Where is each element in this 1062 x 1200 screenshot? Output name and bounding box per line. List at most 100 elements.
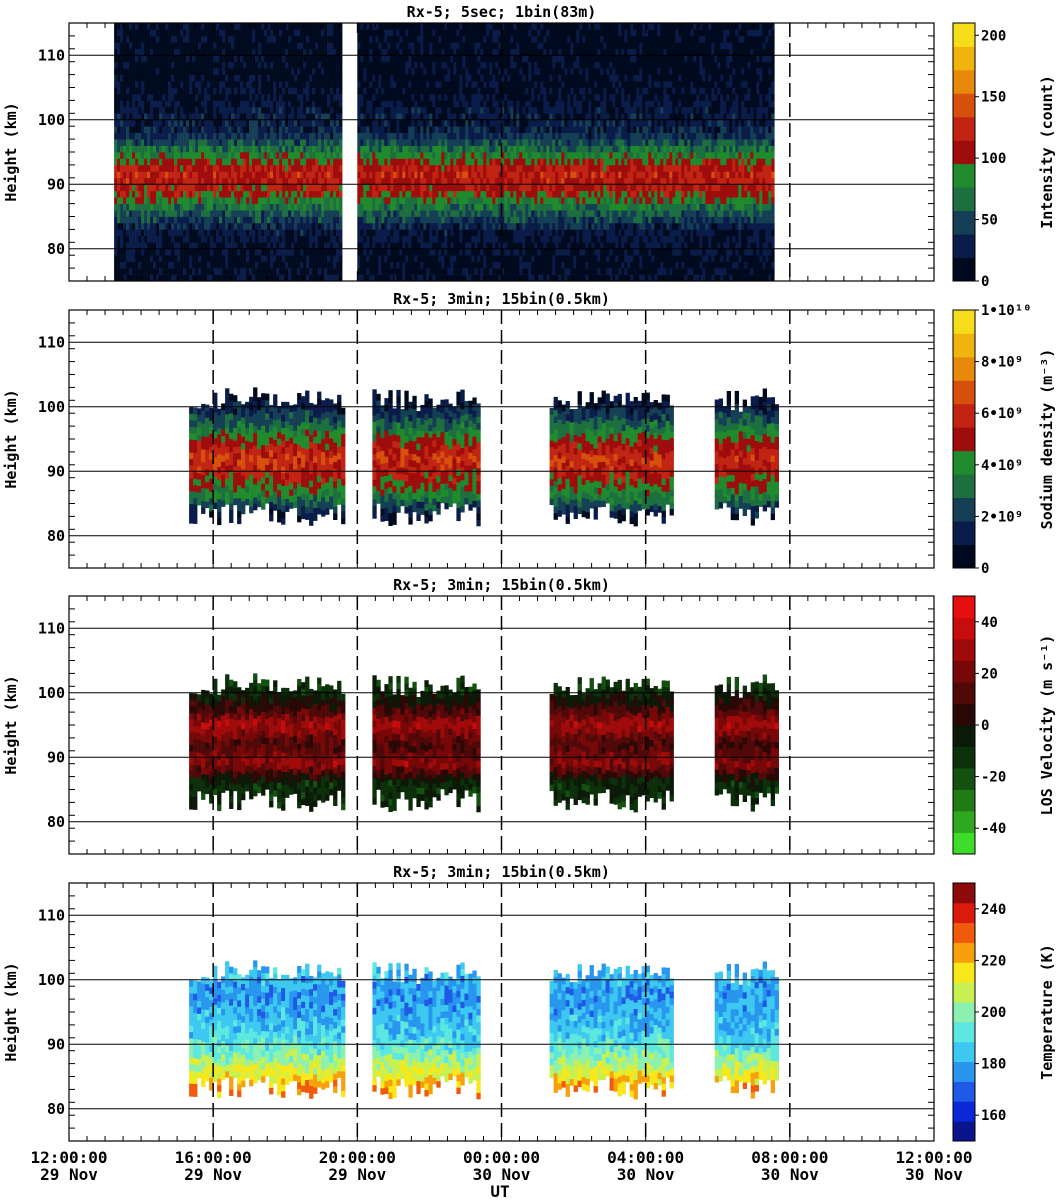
heatmap-cell [273, 210, 277, 217]
heatmap-cell [417, 268, 421, 275]
heatmap-cell [240, 222, 244, 230]
heatmap-cell [363, 216, 367, 224]
heatmap-cell [201, 255, 205, 262]
heatmap-cell [144, 61, 148, 69]
heatmap-cell [471, 184, 475, 192]
heatmap-cell [393, 61, 397, 69]
heatmap-cell [129, 210, 133, 217]
heatmap-cell [201, 235, 205, 243]
heatmap-cell [168, 184, 172, 192]
heatmap-cell [219, 177, 223, 185]
heatmap-cell [405, 29, 409, 37]
heatmap-cell [165, 190, 169, 198]
heatmap-cell [447, 74, 451, 82]
heatmap-cell [186, 94, 190, 101]
heatmap-cell [213, 68, 217, 75]
heatmap-cell [186, 210, 190, 217]
heatmap-cell [201, 61, 205, 69]
heatmap-cell [297, 68, 301, 75]
heatmap-cell [477, 74, 481, 82]
heatmap-cell [447, 48, 451, 56]
heatmap-cell [327, 274, 331, 281]
heatmap-cell [363, 132, 367, 140]
heatmap-cell [222, 126, 226, 133]
heatmap-cell [438, 210, 442, 217]
heatmap-cell [213, 255, 217, 262]
heatmap-cell [135, 113, 139, 121]
heatmap-cell [288, 55, 292, 63]
heatmap-cell [195, 255, 199, 262]
heatmap-cell [369, 190, 373, 198]
heatmap-cell [438, 55, 442, 63]
heatmap-cell [270, 74, 274, 82]
heatmap-cell [408, 222, 412, 230]
heatmap-cell [432, 35, 436, 43]
heatmap-cell [447, 184, 451, 192]
heatmap-cell [336, 261, 340, 269]
heatmap-cell [234, 35, 238, 43]
heatmap-cell [159, 68, 163, 75]
heatmap-cell [114, 29, 118, 37]
heatmap-cell [240, 139, 244, 146]
heatmap-cell [360, 55, 364, 63]
heatmap-cell [483, 177, 487, 185]
heatmap-cell [216, 94, 220, 101]
heatmap-cell [240, 81, 244, 88]
heatmap-cell [468, 145, 472, 153]
heatmap-cell [390, 106, 394, 114]
heatmap-cell [183, 23, 187, 30]
heatmap-cell [399, 274, 403, 281]
heatmap-cell [288, 184, 292, 192]
heatmap-cell [294, 158, 298, 166]
heatmap-cell [369, 48, 373, 56]
heatmap-cell [162, 164, 166, 172]
heatmap-cell [498, 158, 502, 166]
heatmap-cell [237, 158, 241, 166]
heatmap-cell [114, 132, 118, 140]
heatmap-cell [489, 171, 493, 179]
heatmap-cell [174, 68, 178, 75]
heatmap-cell [438, 74, 442, 82]
heatmap-cell [282, 29, 286, 37]
heatmap-cell [138, 61, 142, 69]
heatmap-cell [387, 74, 391, 82]
heatmap-cell [261, 222, 265, 230]
heatmap-cell [240, 35, 244, 43]
heatmap-cell [234, 229, 238, 237]
heatmap-cell [180, 222, 184, 230]
heatmap-cell [294, 274, 298, 281]
heatmap-cell [381, 229, 385, 237]
heatmap-cell [141, 81, 145, 88]
heatmap-cell [153, 255, 157, 262]
heatmap-cell [210, 68, 214, 75]
heatmap-cell [312, 132, 316, 140]
heatmap-cell [279, 23, 283, 30]
heatmap-cell [285, 197, 289, 204]
heatmap-cell [222, 74, 226, 82]
heatmap-cell [255, 274, 259, 281]
heatmap-cell [447, 132, 451, 140]
heatmap-cell [138, 229, 142, 237]
heatmap-cell [369, 268, 373, 275]
heatmap-cell [276, 119, 280, 127]
heatmap-cell [501, 171, 505, 179]
heatmap-cell [357, 119, 361, 127]
heatmap-cell [477, 100, 481, 108]
heatmap-cell [285, 68, 289, 75]
heatmap-cell [327, 203, 331, 211]
heatmap-cell [318, 55, 322, 63]
heatmap-cell [171, 113, 175, 121]
heatmap-cell [378, 268, 382, 275]
heatmap-cell [288, 210, 292, 217]
heatmap-cell [324, 126, 328, 133]
heatmap-cell [372, 164, 376, 172]
heatmap-cell [363, 106, 367, 114]
heatmap-cell [231, 274, 235, 281]
heatmap-cell [282, 261, 286, 269]
heatmap-cell [309, 235, 313, 243]
heatmap-cell [453, 74, 457, 82]
heatmap-cell [357, 139, 361, 146]
heatmap-cell [249, 35, 253, 43]
heatmap-cell [336, 222, 340, 230]
heatmap-cell [471, 164, 475, 172]
